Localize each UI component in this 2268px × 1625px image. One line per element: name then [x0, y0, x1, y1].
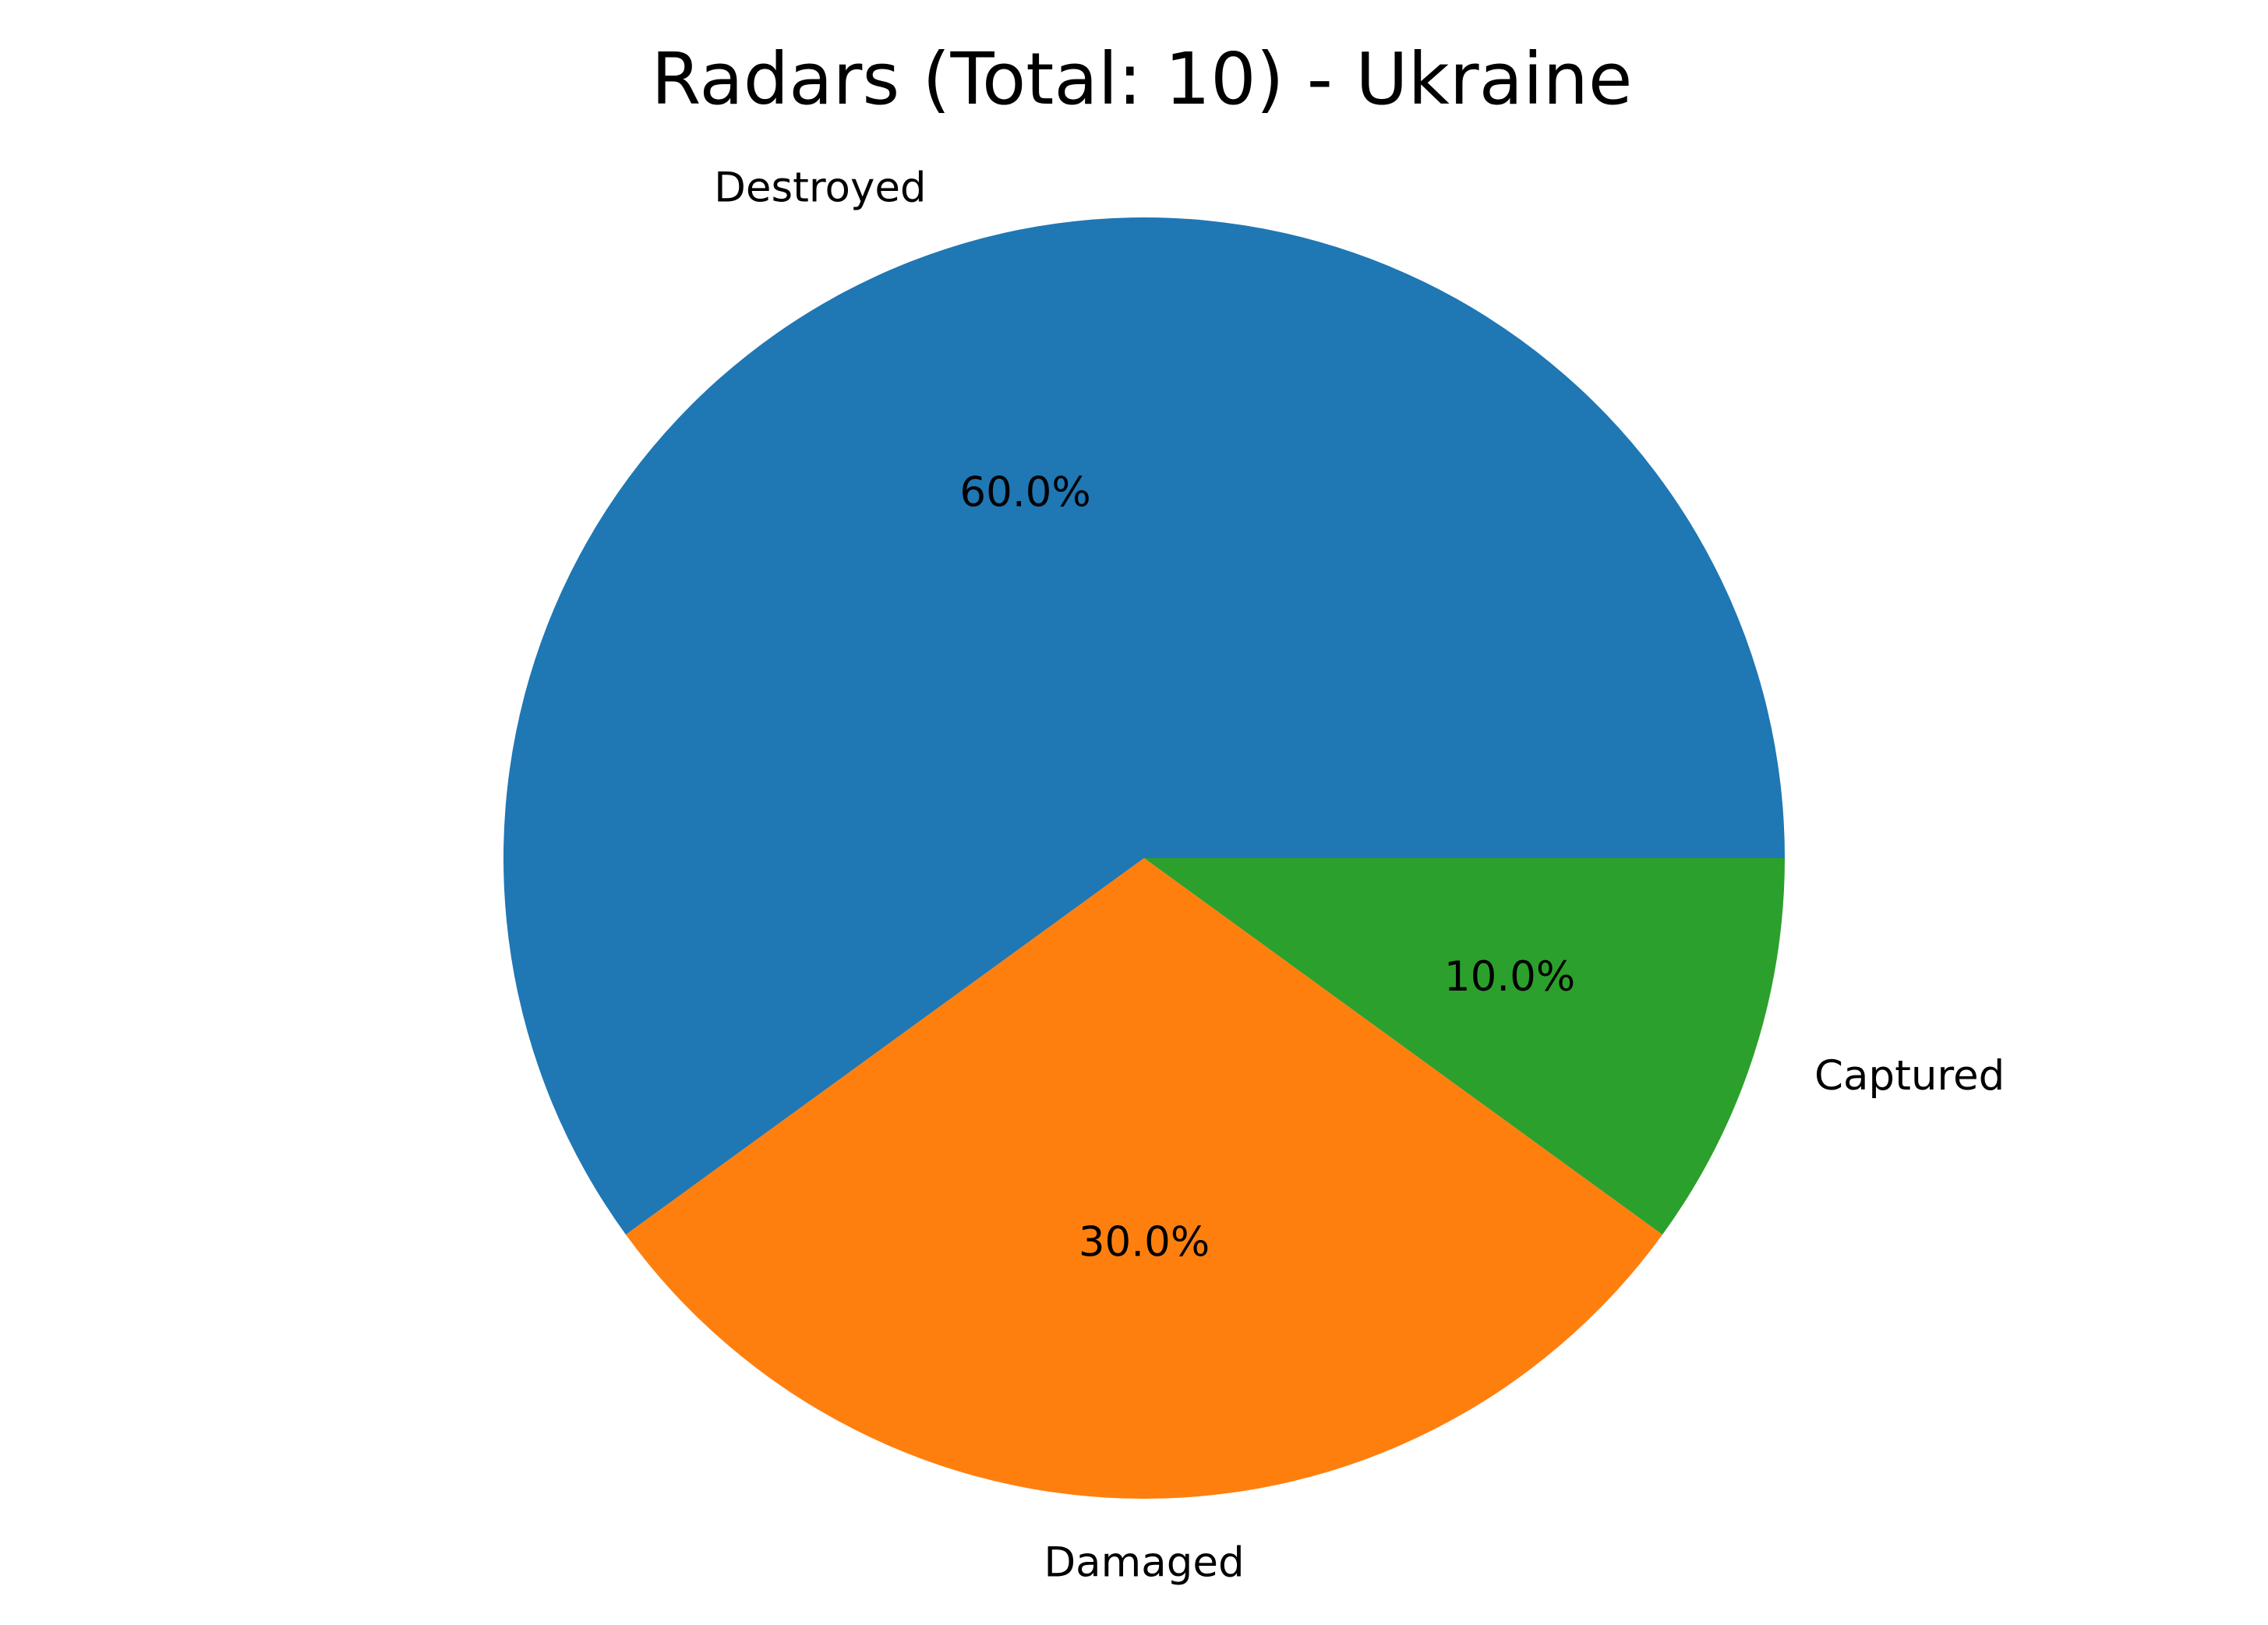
- pie-slice-destroyed: [503, 217, 1786, 1235]
- chart-title: Radars (Total: 10) - Ukraine: [652, 37, 1633, 121]
- pie-slices: [503, 217, 1786, 1499]
- pie-slice-damaged: [625, 858, 1663, 1499]
- pie-percent-label: 30.0%: [1079, 1219, 1210, 1266]
- pie-percent-label: 60.0%: [959, 468, 1090, 516]
- pie-percent-label: 10.0%: [1444, 953, 1575, 1001]
- pie-category-label: Damaged: [1044, 1539, 1244, 1587]
- pie-slice-captured: [1144, 858, 1785, 1235]
- pie-labels: 60.0% Destroyed 30.0% Damaged 10.0% Captured: [714, 164, 2005, 1587]
- pie-category-label: Captured: [1814, 1052, 2005, 1100]
- pie-category-label: Destroyed: [714, 164, 926, 212]
